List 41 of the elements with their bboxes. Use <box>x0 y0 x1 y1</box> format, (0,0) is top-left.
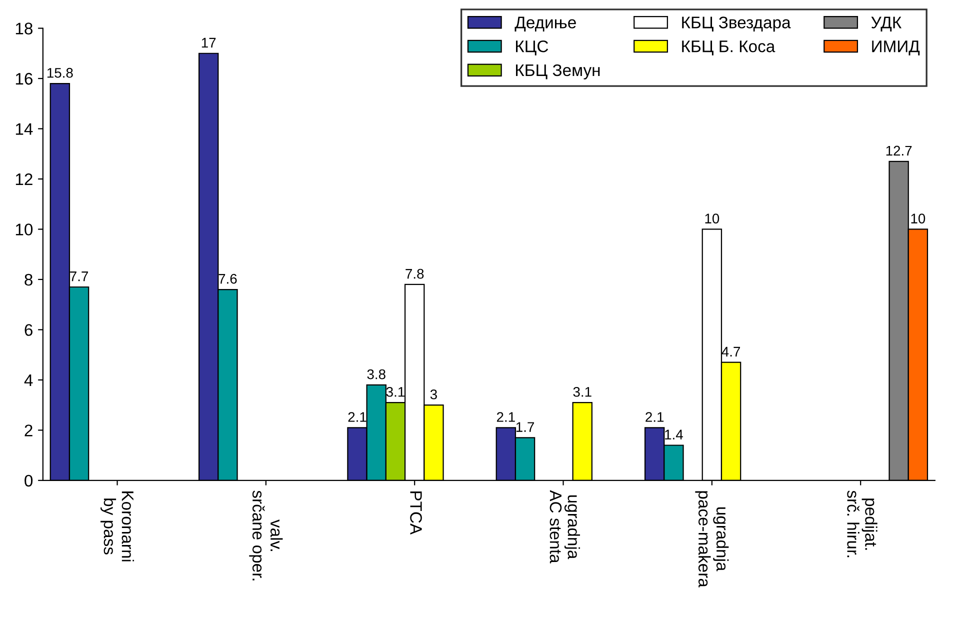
data-label: 2.1 <box>496 412 515 422</box>
y-tick-label: 10 <box>16 224 33 236</box>
data-label: 7.8 <box>406 268 424 279</box>
y-tick-label: 16 <box>16 72 32 85</box>
x-tick-label: Koronarni by pass <box>100 492 134 562</box>
y-tick-label: 14 <box>16 123 33 135</box>
legend-label: КБЦ Земун <box>516 64 600 80</box>
data-label: 3.1 <box>573 386 592 397</box>
x-tick-label: ugradnja AC stenta <box>550 490 580 564</box>
data-label: 7.6 <box>218 274 237 284</box>
data-label: 12.7 <box>886 146 912 156</box>
x-tick-label: PTCA <box>410 492 422 535</box>
legend-label: ИМИД <box>872 40 920 56</box>
y-tick-label: 12 <box>16 173 32 186</box>
data-label: 15.8 <box>47 68 73 78</box>
y-tick-label: 2 <box>24 424 32 436</box>
data-label: 4.7 <box>722 346 740 356</box>
data-label: 1.4 <box>665 430 683 440</box>
x-tick-label: ugradnja pace-makera <box>695 491 729 588</box>
y-tick-label: 8 <box>24 274 32 286</box>
data-label: 3 <box>430 389 437 400</box>
y-tick-label: 18 <box>16 22 32 34</box>
legend-label: Дедиње <box>514 16 576 32</box>
legend-label: КБЦ Звездара <box>682 16 791 32</box>
data-label: 1.7 <box>516 422 534 432</box>
y-tick-label: 4 <box>24 374 33 386</box>
x-tick-label: pedijat. srč. hirur. <box>847 490 878 558</box>
y-tick-label: 0 <box>24 474 33 487</box>
data-label: 10 <box>911 214 926 224</box>
x-tick-label: valv. srčane oper. <box>249 490 283 580</box>
data-label: 7.7 <box>70 272 88 282</box>
data-label: 3.1 <box>386 386 404 397</box>
data-label: 2.1 <box>348 412 366 422</box>
legend-label: КЦС <box>516 40 548 56</box>
data-label: 17 <box>202 38 216 48</box>
legend-label: КБЦ Б. Коса <box>682 40 776 56</box>
data-label: 2.1 <box>646 412 664 422</box>
legend-label: УДК <box>871 16 902 32</box>
y-tick-label: 6 <box>24 324 32 336</box>
data-label: 3.8 <box>367 369 386 380</box>
data-label: 10 <box>705 214 720 224</box>
